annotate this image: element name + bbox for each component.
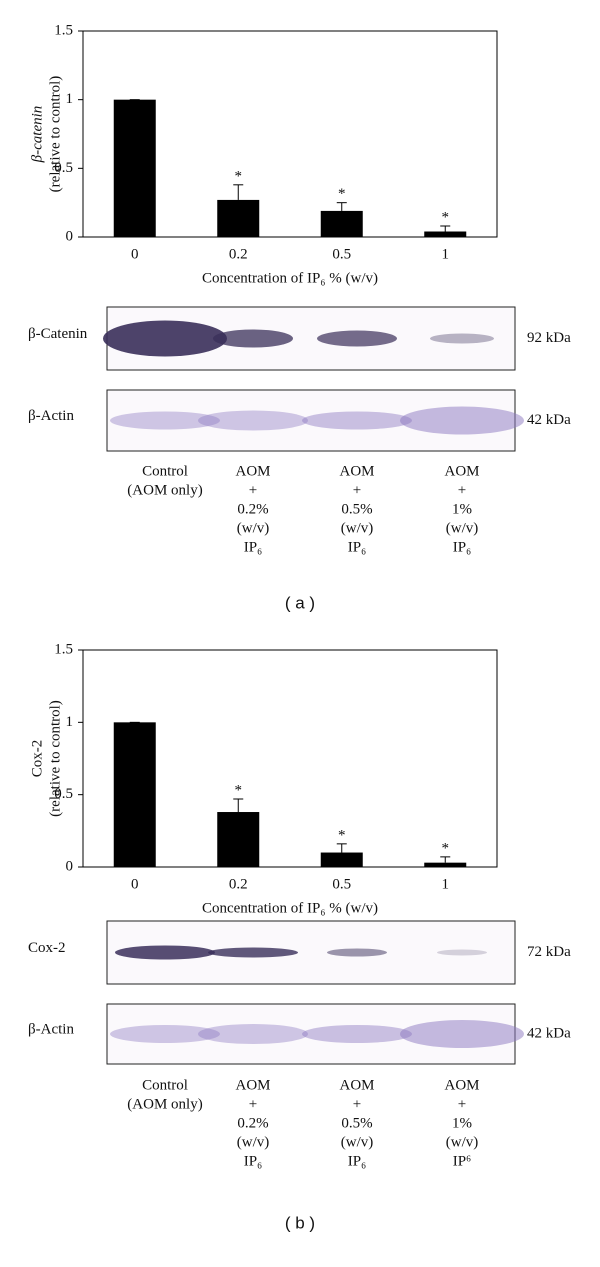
significance-marker: * xyxy=(235,782,243,798)
significance-marker: * xyxy=(338,186,346,202)
x-tick-label: 1 xyxy=(442,246,450,262)
x-tick-label: 1 xyxy=(442,876,450,892)
x-tick-label: 0.2 xyxy=(229,246,248,262)
lane-label: 1% xyxy=(452,501,472,517)
blot-band xyxy=(437,949,487,956)
blot-band xyxy=(198,1024,308,1044)
x-tick-label: 0 xyxy=(131,876,139,892)
lane-label: (w/v) xyxy=(341,1134,374,1150)
blot-band xyxy=(400,406,524,435)
y-axis-label: Cox-2 xyxy=(29,740,45,778)
blot-size-label: 42 kDa xyxy=(527,1025,571,1041)
y-tick-label: 0 xyxy=(66,228,74,244)
bar xyxy=(113,722,156,867)
bar xyxy=(217,812,260,867)
y-axis-label: (relative to control) xyxy=(47,76,63,193)
blot-band xyxy=(115,945,215,960)
x-tick-label: 0 xyxy=(131,246,139,262)
blot-band xyxy=(213,329,293,348)
x-tick-label: 0.5 xyxy=(332,876,351,892)
lane-label: 0.2% xyxy=(237,1115,268,1131)
y-tick-label: 1 xyxy=(66,91,74,107)
blot-size-label: 92 kDa xyxy=(527,330,571,346)
panel-label: ( b ) xyxy=(285,1213,315,1232)
y-tick-label: 0 xyxy=(66,858,74,874)
blot-band xyxy=(317,330,397,347)
blot-size-label: 42 kDa xyxy=(527,412,571,428)
lane-label: AOM xyxy=(235,1077,270,1093)
blot-row-label: Cox-2 xyxy=(28,940,66,956)
panel-label: ( a ) xyxy=(285,593,315,612)
lane-label: (w/v) xyxy=(446,1134,479,1150)
lane-label: AOM xyxy=(444,463,479,479)
lane-label: AOM xyxy=(339,1077,374,1093)
lane-label: (AOM only) xyxy=(127,1096,202,1112)
y-axis-label: (relative to control) xyxy=(47,700,63,817)
blot-band xyxy=(110,411,220,430)
y-tick-label: 0.5 xyxy=(54,786,73,802)
plot-frame xyxy=(82,30,498,238)
blot-row-label: β-Actin xyxy=(28,1021,74,1037)
lane-label: IP₆ xyxy=(244,539,263,555)
lane-label: + xyxy=(458,1096,466,1112)
y-tick-label: 1 xyxy=(66,714,74,730)
lane-label: (w/v) xyxy=(237,520,270,536)
blot-size-label: 72 kDa xyxy=(527,944,571,960)
lane-label: IP₆ xyxy=(348,1153,367,1169)
y-tick-label: 1.5 xyxy=(54,641,73,657)
significance-marker: * xyxy=(442,840,450,856)
lane-label: + xyxy=(458,482,466,498)
blot-band xyxy=(400,1020,524,1048)
bar xyxy=(217,199,260,237)
lane-label: Control xyxy=(142,463,188,479)
lane-label: AOM xyxy=(235,463,270,479)
lane-label: (AOM only) xyxy=(127,482,202,498)
lane-label: 1% xyxy=(452,1115,472,1131)
y-tick-label: 1.5 xyxy=(54,22,73,38)
lane-label: + xyxy=(249,482,257,498)
blot-band xyxy=(302,1025,412,1043)
lane-label: + xyxy=(249,1096,257,1112)
lane-label: IP⁶ xyxy=(453,1153,472,1169)
bar xyxy=(424,231,467,237)
blot-band xyxy=(430,333,494,344)
lane-label: Control xyxy=(142,1077,188,1093)
lane-label: AOM xyxy=(339,463,374,479)
significance-marker: * xyxy=(338,827,346,843)
bar xyxy=(320,210,363,237)
plot-frame xyxy=(82,649,498,868)
significance-marker: * xyxy=(235,168,243,184)
lane-label: 0.5% xyxy=(341,501,372,517)
lane-label: 0.5% xyxy=(341,1115,372,1131)
lane-label: + xyxy=(353,482,361,498)
blot-band xyxy=(208,947,298,958)
lane-label: IP₆ xyxy=(348,539,367,555)
blot-row-label: β-Actin xyxy=(28,408,74,424)
x-axis-label: Concentration of IP₆ % (w/v) xyxy=(202,270,378,286)
y-axis-label: β-catenin xyxy=(29,106,45,164)
lane-label: IP₆ xyxy=(453,539,472,555)
bar xyxy=(424,862,467,867)
blot-band xyxy=(110,1025,220,1043)
lane-label: (w/v) xyxy=(446,520,479,536)
lane-label: (w/v) xyxy=(341,520,374,536)
significance-marker: * xyxy=(442,209,450,225)
x-tick-label: 0.5 xyxy=(332,246,351,262)
lane-label: AOM xyxy=(444,1077,479,1093)
bar xyxy=(113,99,156,238)
lane-label: + xyxy=(353,1096,361,1112)
blot-band xyxy=(198,410,308,431)
lane-label: IP₆ xyxy=(244,1153,263,1169)
x-tick-label: 0.2 xyxy=(229,876,248,892)
y-tick-label: 0.5 xyxy=(54,160,73,176)
blot-band xyxy=(103,320,227,357)
blot-band xyxy=(327,948,387,957)
lane-label: 0.2% xyxy=(237,501,268,517)
blot-row-label: β-Catenin xyxy=(28,326,88,342)
bar xyxy=(320,852,363,867)
x-axis-label: Concentration of IP₆ % (w/v) xyxy=(202,900,378,916)
lane-label: (w/v) xyxy=(237,1134,270,1150)
blot-band xyxy=(302,411,412,430)
